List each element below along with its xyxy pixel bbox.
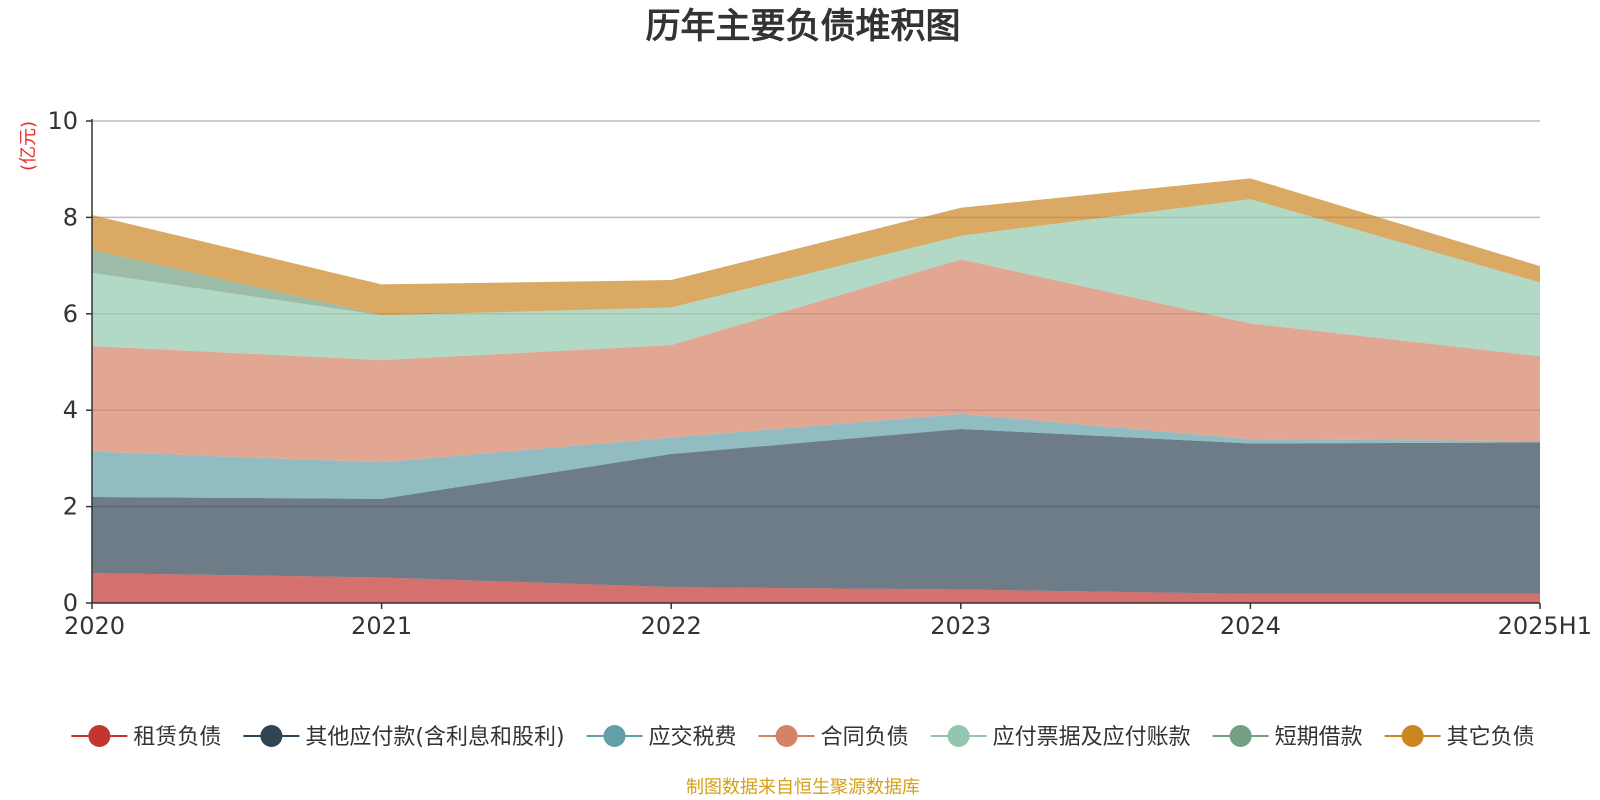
x-tick-label: 2021 (351, 612, 412, 640)
area-1 (92, 573, 1540, 603)
area-3 (92, 414, 1540, 499)
area-7 (92, 178, 1540, 316)
legend-label: 短期借款 (1275, 725, 1363, 750)
legend-marker (88, 725, 111, 747)
legend-label: 其他应付款(含利息和股利) (305, 725, 564, 750)
x-tick-label: 2025H1 (1498, 612, 1592, 640)
legend-marker (603, 725, 626, 747)
area-2 (92, 428, 1540, 594)
chart-title: 历年主要负债堆积图 (645, 7, 960, 47)
area-5 (92, 199, 1540, 361)
legend-marker (947, 725, 970, 747)
legend-marker (775, 725, 798, 747)
x-tick-label: 2020 (64, 612, 125, 640)
x-tick-label: 2022 (641, 612, 702, 640)
x-tick-label: 2023 (930, 612, 991, 640)
y-tick-label: 0 (63, 589, 78, 617)
area-series (92, 178, 1540, 603)
legend-marker (1229, 725, 1252, 747)
y-tick-label: 6 (63, 300, 78, 328)
legend-marker (260, 725, 283, 747)
y-tick-label: 2 (63, 493, 78, 521)
legend-item-2[interactable]: 其他应付款(含利息和股利) (243, 725, 565, 750)
legend-label: 合同负债 (821, 725, 909, 750)
y-axis-unit-label: (亿元) (18, 121, 39, 171)
legend-marker (1401, 725, 1424, 747)
legend-item-1[interactable]: 租赁负债 (71, 725, 221, 750)
legend-item-7[interactable]: 其它负债 (1384, 725, 1535, 750)
y-tick-label: 4 (63, 396, 78, 424)
legend-label: 租赁负债 (133, 725, 221, 750)
legend-item-6[interactable]: 短期借款 (1212, 725, 1363, 750)
legend-item-4[interactable]: 合同负债 (758, 725, 909, 750)
legend[interactable]: 租赁负债 其他应付款(含利息和股利) 应交税费 合同负债 应付票据及应付账款 短期借款 其它… (71, 725, 1535, 750)
legend-item-5[interactable]: 应付票据及应付账款 (930, 725, 1191, 750)
data-source-note: 制图数据来自恒生聚源数据库 (686, 777, 920, 798)
legend-label: 其它负债 (1447, 725, 1535, 750)
y-tick-label: 8 (63, 203, 78, 231)
legend-label: 应交税费 (649, 725, 737, 750)
axes: 0 2 4 6 8 10 2020 2021 2022 2023 2024 2025H1 (47, 107, 1592, 640)
legend-label: 应付票据及应付账款 (993, 725, 1191, 750)
x-tick-label: 2024 (1220, 612, 1281, 640)
y-tick-label: 10 (47, 107, 78, 135)
area-4 (92, 259, 1540, 463)
legend-item-3[interactable]: 应交税费 (586, 725, 737, 750)
